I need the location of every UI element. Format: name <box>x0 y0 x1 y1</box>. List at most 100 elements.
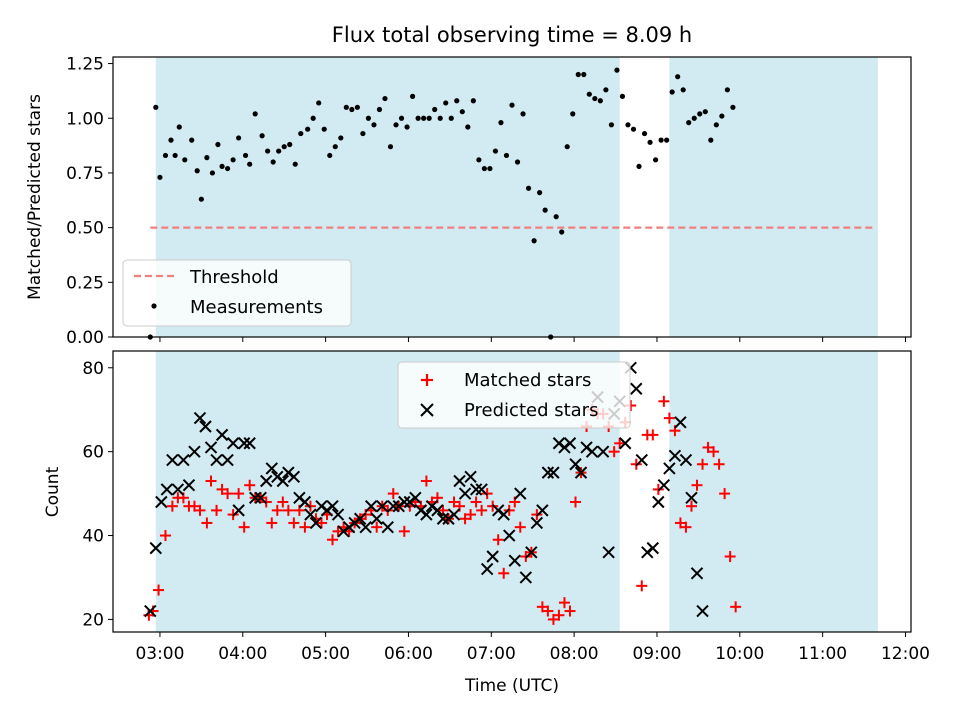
measurement-point <box>157 174 163 180</box>
xtick-label: 09:00 <box>632 644 681 664</box>
measurement-point <box>189 137 195 143</box>
matched-point <box>371 521 383 533</box>
measurement-point <box>247 161 253 167</box>
matched-point <box>547 613 559 625</box>
predicted-point <box>204 441 218 454</box>
measurement-point <box>437 115 443 121</box>
xtick-label: 05:00 <box>301 644 350 664</box>
measurement-point <box>292 161 298 167</box>
predicted-point <box>199 420 212 433</box>
matched-point <box>233 488 245 500</box>
predicted-point <box>685 491 698 504</box>
matched-point <box>724 551 736 563</box>
bottom-legend-box <box>397 361 631 429</box>
predicted-point <box>210 453 223 467</box>
measurement-point <box>204 155 210 161</box>
predicted-point <box>309 516 323 530</box>
measurement-point <box>176 124 182 130</box>
measurement-point <box>459 109 465 115</box>
predicted-point <box>574 466 588 479</box>
predicted-point <box>619 437 632 450</box>
legend-threshold-label: Threshold <box>189 267 279 288</box>
matched-point <box>188 500 200 512</box>
bot-shaded-interval-1 <box>669 351 878 632</box>
matched-point <box>708 446 720 458</box>
matched-point <box>387 488 399 500</box>
matched-point <box>288 517 300 529</box>
measurement-point <box>287 141 293 148</box>
measurement-point <box>209 170 216 176</box>
measurement-point <box>387 144 394 150</box>
legend-matched-swatch <box>421 374 433 386</box>
measurement-point <box>570 111 576 117</box>
predicted-point <box>530 516 544 530</box>
measurement-point <box>182 157 188 163</box>
matched-point <box>658 395 670 407</box>
predicted-point <box>326 499 339 513</box>
predicted-point <box>188 445 201 458</box>
matched-point <box>697 458 709 470</box>
matched-point <box>327 534 339 546</box>
measurement-point <box>625 122 631 128</box>
measurement-point <box>603 87 609 93</box>
predicted-point <box>668 449 682 463</box>
measurement-point <box>492 148 499 154</box>
predicted-point <box>381 520 394 534</box>
legend-predicted-swatch <box>420 403 434 417</box>
legend-predicted-label: Predicted stars <box>464 400 598 421</box>
measurement-point <box>652 157 659 163</box>
top-shaded-interval-1 <box>669 57 878 337</box>
matched-point <box>730 601 742 613</box>
predicted-point <box>596 445 610 458</box>
measurement-point <box>409 93 416 99</box>
matched-point <box>459 513 471 525</box>
predicted-point <box>602 546 615 559</box>
xtick-label: 11:00 <box>798 644 847 664</box>
predicted-point <box>248 491 262 504</box>
matched-point <box>614 437 626 449</box>
bot-ytick-label: 40 <box>82 527 104 547</box>
predicted-point <box>287 470 301 484</box>
predicted-point <box>409 491 422 504</box>
predicted-point <box>630 382 643 395</box>
measurement-point <box>215 141 221 148</box>
predicted-point <box>376 499 389 513</box>
measurement-point <box>321 126 327 132</box>
predicted-point <box>177 453 190 467</box>
measurement-point <box>730 104 736 110</box>
measurement-point <box>575 71 581 78</box>
measurement-point <box>619 93 626 99</box>
predicted-point <box>563 437 577 450</box>
xtick-label: 06:00 <box>384 644 433 664</box>
measurement-point <box>520 111 526 117</box>
measurement-point <box>597 98 603 104</box>
measurement-point <box>636 163 642 169</box>
predicted-point <box>569 458 582 471</box>
measurement-point <box>259 133 265 139</box>
bottom-y-axis-label: Count <box>43 466 63 517</box>
predicted-point <box>359 520 372 534</box>
matched-point <box>244 479 256 491</box>
measurement-point <box>310 115 316 121</box>
measurement-point <box>404 124 410 130</box>
predicted-point <box>447 508 461 521</box>
predicted-point <box>193 411 207 425</box>
matched-point <box>570 496 582 508</box>
predicted-point <box>387 499 400 513</box>
measurement-point <box>365 115 372 121</box>
top-ytick-label: 1.00 <box>66 109 104 129</box>
matched-point <box>465 509 477 521</box>
xtick-label: 04:00 <box>218 644 267 664</box>
matched-point <box>685 500 697 512</box>
measurement-point <box>382 95 388 102</box>
matched-point <box>719 488 731 500</box>
measurement-point <box>454 98 460 104</box>
measurement-point <box>542 207 548 213</box>
measurement-point <box>531 238 537 244</box>
measurement-point <box>242 152 249 159</box>
xtick-label: 03:00 <box>135 644 184 664</box>
measurement-point <box>432 106 438 113</box>
measurement-point <box>509 102 515 108</box>
matched-point <box>553 609 565 621</box>
